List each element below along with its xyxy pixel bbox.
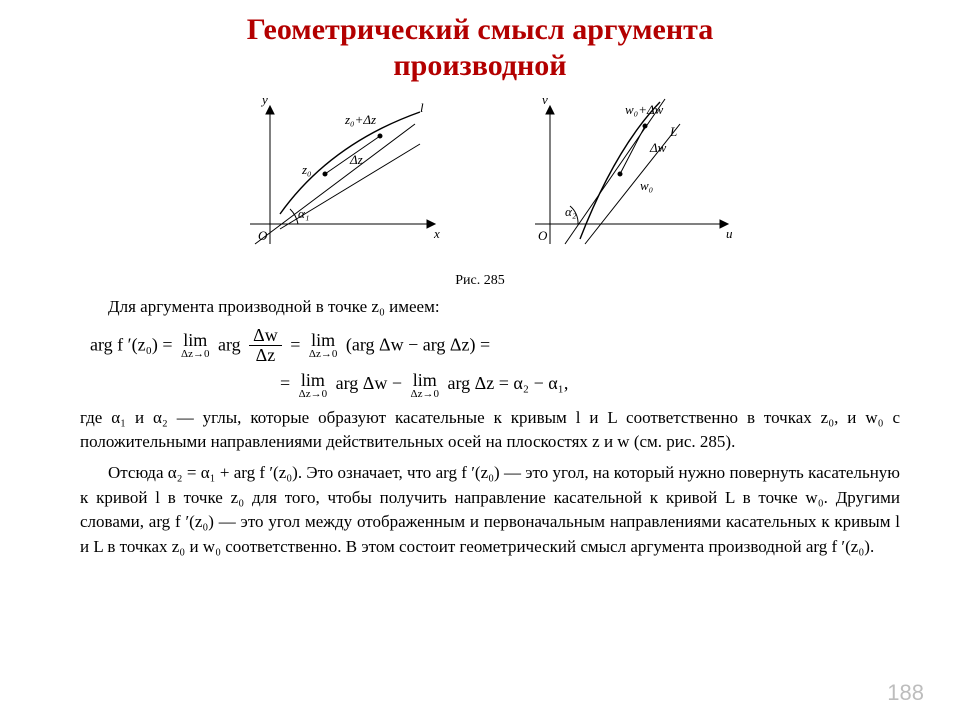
alpha1-label: α₁ <box>298 206 309 221</box>
figures-row: y x O l z₀ z₀+Δz Δz α₁ <box>0 94 960 269</box>
intro-line: Для аргумента производной в точке z₀ име… <box>80 295 900 320</box>
curve-l-label: l <box>420 100 424 115</box>
eq1-lhs: arg f ′(z₀) = <box>90 334 173 354</box>
eq2-b: arg Δz = α₂ − α₁, <box>447 373 568 393</box>
z0-label: z₀ <box>301 162 312 177</box>
figure-z-svg: y x O l z₀ z₀+Δz Δz α₁ <box>220 94 450 264</box>
figure-z-plane: y x O l z₀ z₀+Δz Δz α₁ <box>220 94 450 269</box>
equation-line-2: = lim Δz→0 arg Δw − lim Δz→0 arg Δz = α₂… <box>280 370 900 399</box>
eq1-rhs: (arg Δw − arg Δz) = <box>346 334 490 354</box>
title-line-2: производной <box>393 49 566 82</box>
page: Геометрический смысл аргумента производн… <box>0 0 960 720</box>
curve-L-label: L <box>669 124 677 139</box>
deltaw-label: Δw <box>649 140 667 155</box>
origin-label-w: O <box>538 228 548 243</box>
lim-1: lim Δz→0 <box>181 331 209 360</box>
paragraph-1: где α₁ и α₂ — углы, которые образуют кас… <box>80 406 900 455</box>
eq2-a: arg Δw − <box>336 373 407 393</box>
lim-4: lim Δz→0 <box>411 371 439 400</box>
page-number: 188 <box>887 680 924 706</box>
figure-w-plane: v u O L w₀ w₀+Δw Δw α₂ <box>510 94 740 269</box>
title-line-1: Геометрический смысл аргумента <box>247 13 714 46</box>
figure-caption: Рис. 285 <box>0 273 960 289</box>
alpha2-label: α₂ <box>565 204 577 219</box>
z0dz-label: z₀+Δz <box>344 112 376 127</box>
eq1-eq: = <box>290 334 305 354</box>
w0dw-label: w₀+Δw <box>625 102 664 117</box>
w0-label: w₀ <box>640 178 653 193</box>
axis-v-label: v <box>542 94 548 107</box>
paragraph-2: Отсюда α₂ = α₁ + arg f ′(z₀). Это означа… <box>80 461 900 560</box>
body-text: Для аргумента производной в точке z₀ име… <box>0 295 960 559</box>
deltaz-label: Δz <box>349 152 363 167</box>
equation-line-1: arg f ′(z₀) = lim Δz→0 arg Δw Δz = lim Δ… <box>90 326 900 367</box>
lim-3: lim Δz→0 <box>299 371 327 400</box>
axis-x-label: x <box>433 226 440 241</box>
figure-w-svg: v u O L w₀ w₀+Δw Δw α₂ <box>510 94 740 264</box>
axis-u-label: u <box>726 226 733 241</box>
lim-2: lim Δz→0 <box>309 331 337 360</box>
eq1-arg: arg <box>218 334 241 354</box>
origin-label: O <box>258 228 268 243</box>
frac-dw-dz: Δw Δz <box>249 326 282 367</box>
page-title: Геометрический смысл аргумента производн… <box>0 0 960 90</box>
axis-y-label: y <box>260 94 268 107</box>
